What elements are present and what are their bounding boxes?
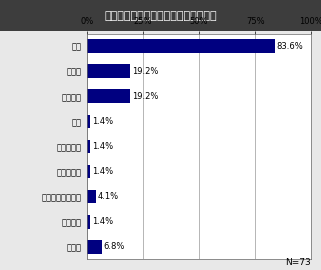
Text: 83.6%: 83.6% xyxy=(276,42,303,51)
Bar xyxy=(87,215,90,228)
Text: N=73: N=73 xyxy=(286,258,311,267)
Text: 1.4%: 1.4% xyxy=(91,142,113,151)
Bar xyxy=(87,165,90,178)
Bar xyxy=(87,190,96,204)
Text: 1.4%: 1.4% xyxy=(91,167,113,176)
Text: 4.1%: 4.1% xyxy=(98,192,119,201)
Text: 19.2%: 19.2% xyxy=(132,67,158,76)
Text: 1.4%: 1.4% xyxy=(91,117,113,126)
Bar xyxy=(87,114,90,128)
Bar xyxy=(87,240,102,254)
Text: 19.2%: 19.2% xyxy=(132,92,158,101)
Bar xyxy=(87,140,90,153)
Text: 1.4%: 1.4% xyxy=(91,217,113,226)
Bar xyxy=(87,65,130,78)
Text: 6.8%: 6.8% xyxy=(104,242,125,251)
Bar xyxy=(87,39,274,53)
Text: オフショア開発実施状況（直接発注）: オフショア開発実施状況（直接発注） xyxy=(104,11,217,21)
Bar xyxy=(87,89,130,103)
